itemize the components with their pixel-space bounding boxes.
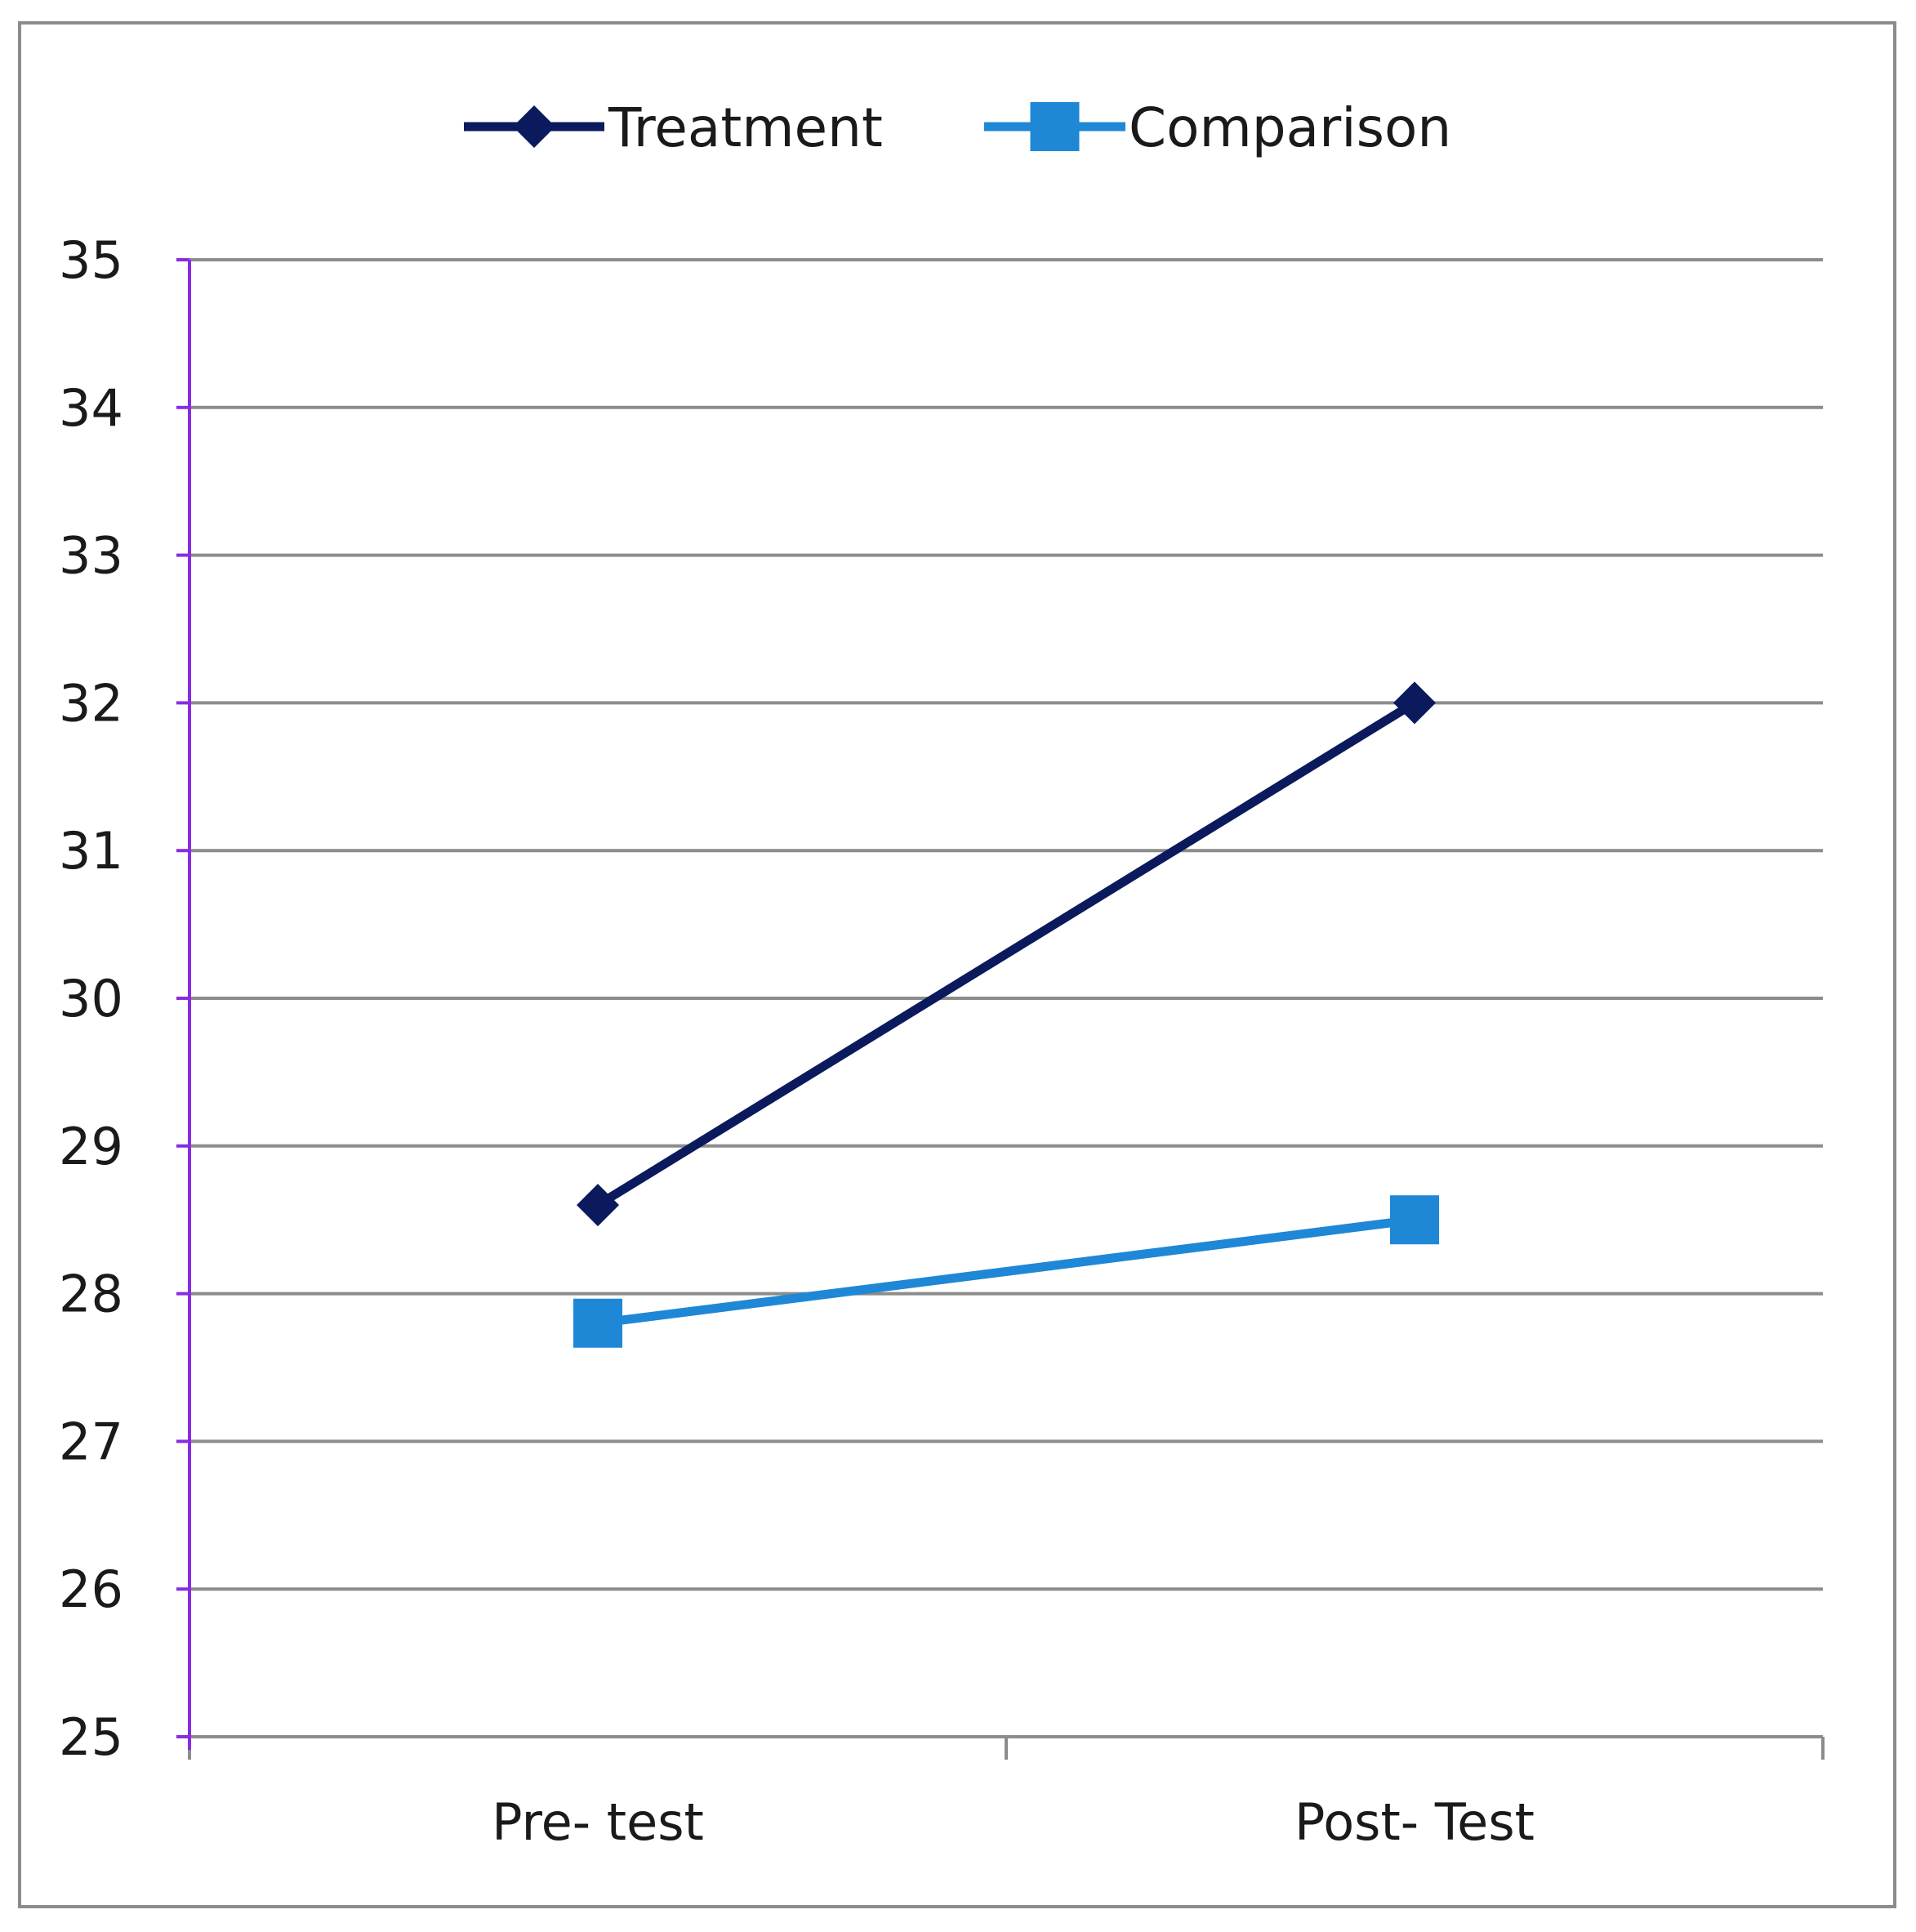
legend: Treatment Comparison (464, 96, 1451, 159)
y-tick-labels: 25 26 27 28 29 30 31 32 33 34 35 (59, 230, 123, 1767)
y-tick-label: 27 (59, 1412, 123, 1471)
legend-item-treatment: Treatment (464, 96, 883, 159)
x-tick-label: Post- Test (1294, 1792, 1535, 1852)
x-tick-label: Pre- test (492, 1792, 704, 1852)
y-tick-label: 35 (59, 230, 123, 290)
y-tick-label: 31 (59, 821, 123, 881)
legend-label-treatment: Treatment (608, 96, 883, 159)
legend-marker-treatment (513, 105, 555, 148)
series-group (573, 681, 1439, 1348)
y-tick-label: 34 (59, 378, 123, 438)
data-point-treatment (577, 1184, 619, 1227)
legend-item-comparison: Comparison (984, 96, 1451, 159)
data-point-comparison (573, 1298, 622, 1348)
chart-frame (18, 21, 1896, 1908)
series-line-treatment (595, 698, 1417, 1209)
y-tick-label: 33 (59, 526, 123, 586)
series-line-comparison (597, 1215, 1415, 1328)
y-tick-label: 25 (59, 1707, 123, 1767)
y-tick-label: 29 (59, 1117, 123, 1176)
y-tick-label: 26 (59, 1559, 123, 1619)
series-treatment (577, 681, 1436, 1227)
y-tick-label: 30 (59, 969, 123, 1028)
data-point-comparison (1390, 1195, 1439, 1245)
legend-marker-comparison (1030, 102, 1080, 151)
y-tick-label: 32 (59, 673, 123, 733)
axes (176, 258, 1825, 1760)
x-tick-labels: Pre- test Post- Test (492, 1792, 1535, 1852)
y-tick-label: 28 (59, 1265, 123, 1324)
legend-label-comparison: Comparison (1129, 96, 1451, 159)
gridlines (189, 258, 1823, 1591)
series-comparison (573, 1195, 1439, 1348)
data-point-treatment (1393, 681, 1436, 725)
